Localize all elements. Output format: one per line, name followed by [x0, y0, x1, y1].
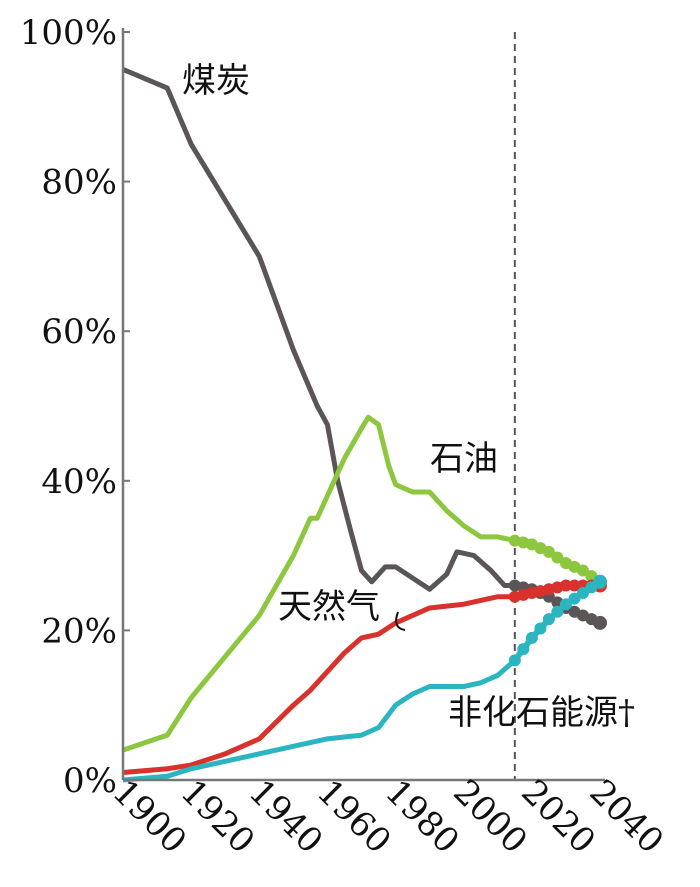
series-line-3 — [122, 658, 517, 783]
axes: 0%20%40%60%80%100%1900192019401960198020… — [20, 13, 671, 862]
x-tick-label: 1980 — [377, 772, 466, 861]
y-tick-label: 100% — [20, 13, 117, 53]
projection-dot — [593, 574, 607, 589]
projection-dot — [517, 643, 530, 656]
y-tick-label: 60% — [41, 312, 117, 352]
projection-dot — [542, 545, 555, 558]
projection-dot — [576, 564, 589, 577]
projection-dot — [559, 579, 572, 592]
projection-dot — [525, 631, 538, 644]
series-labels: 煤炭 石油 天然气 非化石能源† — [182, 61, 635, 733]
x-tick-label: 1960 — [309, 772, 398, 861]
y-tick-label: 40% — [41, 462, 117, 502]
label-coal: 煤炭 — [182, 61, 250, 101]
label-oil: 石油 — [430, 439, 498, 479]
projection-dot — [551, 605, 564, 618]
projection-dot — [568, 579, 581, 592]
y-tick-label: 0% — [63, 761, 117, 801]
projection-dot — [551, 551, 564, 564]
projection-dot — [576, 587, 589, 599]
gas-label-arrow — [395, 611, 406, 631]
y-tick-label: 80% — [41, 163, 117, 203]
projection-dot — [508, 654, 521, 667]
y-tick-label: 20% — [41, 611, 117, 651]
plot-area — [122, 32, 607, 783]
x-tick-label: 2020 — [513, 772, 602, 861]
projection-dot — [534, 622, 547, 635]
x-tick-label: 1920 — [173, 772, 262, 861]
x-tick-label: 2000 — [445, 772, 534, 861]
label-nonfossil: 非化石能源† — [448, 693, 635, 733]
projection-dot — [568, 592, 581, 605]
series-line-0 — [122, 67, 515, 592]
series-line-2 — [122, 594, 515, 776]
label-gas: 天然气 — [278, 587, 380, 627]
projection-dot — [593, 615, 607, 630]
series-line-1 — [122, 414, 516, 753]
x-tick-label: 2040 — [582, 772, 671, 861]
x-tick-label: 1900 — [105, 772, 194, 861]
projection-dot — [542, 613, 555, 626]
projection-dot — [559, 598, 572, 611]
x-tick-label: 1940 — [241, 772, 330, 861]
